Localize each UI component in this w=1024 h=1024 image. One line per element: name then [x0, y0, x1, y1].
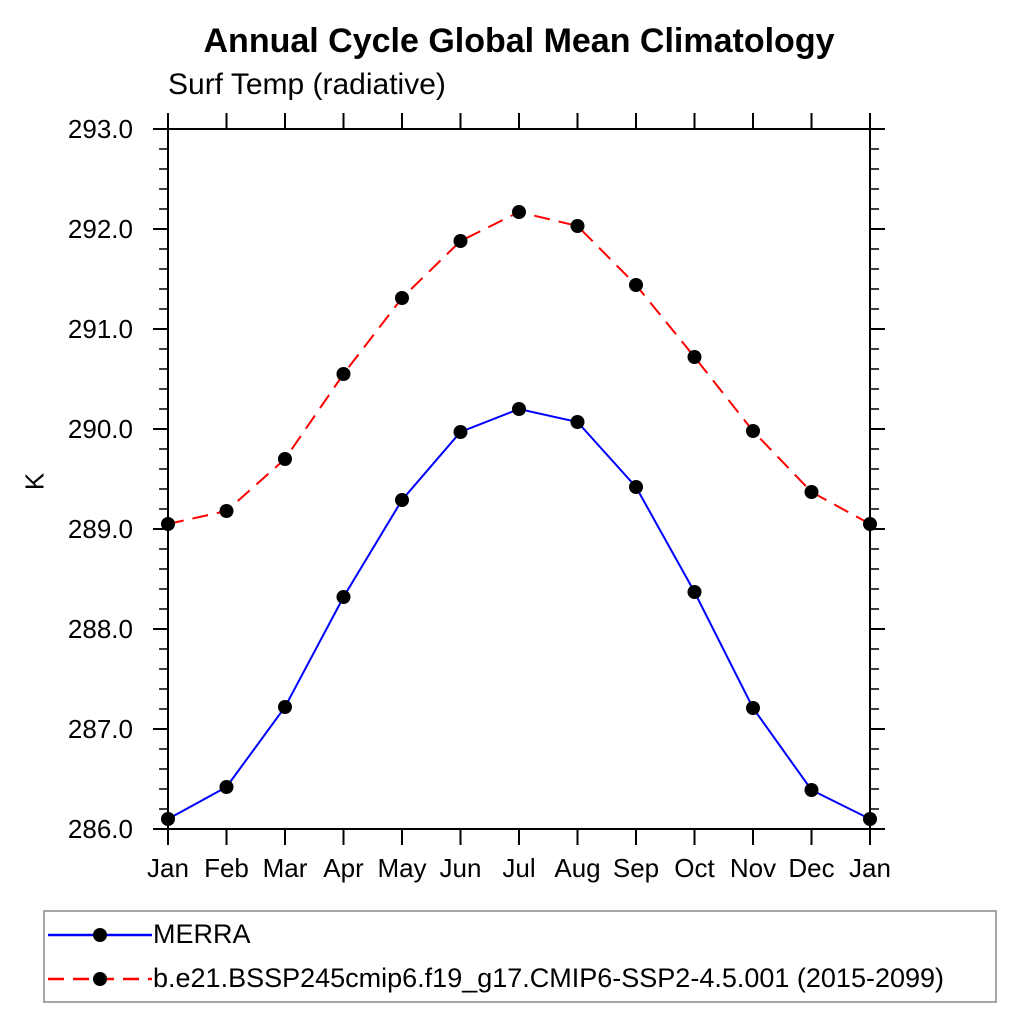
legend-label-model: b.e21.BSSP245cmip6.f19_g17.CMIP6-SSP2-4.…	[153, 963, 945, 993]
data-point-marker	[863, 812, 877, 826]
y-tick-label: 292.0	[68, 214, 133, 244]
x-tick-label: Sep	[613, 853, 659, 883]
series-line-0	[167, 407, 871, 820]
x-tick-label: Feb	[204, 853, 249, 883]
data-point-marker	[570, 219, 585, 233]
y-tick-label: 288.0	[68, 614, 133, 644]
x-tick-label: Jan	[147, 853, 189, 883]
series-markers-0	[161, 402, 877, 826]
y-tick-label: 290.0	[68, 414, 133, 444]
x-tick-label: Oct	[674, 853, 715, 883]
data-point-marker	[863, 517, 877, 531]
y-tick-label: 293.0	[68, 114, 133, 144]
data-point-marker	[336, 367, 351, 381]
series-markers-1	[161, 205, 877, 531]
x-axis: Jan Feb Mar Apr May Jun Jul Aug Sep Oct Nov Dec Jan	[147, 113, 891, 883]
legend-label-merra: MERRA	[153, 919, 251, 949]
data-point-marker	[570, 415, 585, 429]
series-line-1	[167, 210, 871, 525]
data-point-marker	[395, 493, 409, 507]
x-tick-label: Nov	[730, 853, 776, 883]
legend-marker-sample	[93, 927, 107, 942]
x-tick-label: Jun	[440, 853, 482, 883]
data-point-marker	[161, 812, 175, 826]
data-point-marker	[278, 452, 292, 466]
data-point-marker	[512, 205, 526, 219]
y-tick-label: 287.0	[68, 714, 133, 744]
data-point-marker	[453, 425, 468, 439]
data-point-marker	[629, 278, 643, 292]
legend-sample-merra-line	[48, 927, 152, 942]
data-point-marker	[804, 783, 819, 797]
data-point-marker	[512, 402, 526, 416]
chart-title: Annual Cycle Global Mean Climatology	[203, 22, 835, 60]
data-point-marker	[219, 504, 234, 518]
legend-item-merra: MERRA	[45, 913, 995, 957]
data-point-marker	[746, 701, 760, 715]
data-point-marker	[746, 424, 760, 438]
y-tick-label: 289.0	[68, 514, 133, 544]
data-point-marker	[687, 350, 702, 364]
x-tick-label: Aug	[554, 853, 600, 883]
chart-subtitle: Surf Temp (radiative)	[168, 68, 446, 101]
x-tick-label: Jan	[849, 853, 891, 883]
legend-marker-sample	[93, 971, 107, 986]
y-tick-label: 291.0	[68, 314, 133, 344]
legend-item-model: b.e21.BSSP245cmip6.f19_g17.CMIP6-SSP2-4.…	[45, 957, 995, 1001]
x-tick-label: Jul	[502, 853, 535, 883]
x-tick-label: May	[377, 853, 426, 883]
data-point-marker	[219, 780, 234, 794]
y-tick-label: 286.0	[68, 814, 133, 844]
data-point-marker	[395, 291, 409, 305]
legend-box: MERRA b.e21.BSSP245cmip6.f19_g17.CMIP6-S…	[43, 910, 997, 1003]
data-point-marker	[336, 590, 351, 604]
x-tick-label: Apr	[323, 853, 364, 883]
data-point-marker	[629, 480, 643, 494]
data-point-marker	[687, 585, 702, 599]
data-point-marker	[161, 517, 175, 531]
data-point-marker	[278, 700, 292, 714]
data-point-marker	[804, 485, 819, 499]
x-tick-label: Mar	[263, 853, 308, 883]
y-axis: 286.0 287.0 288.0 289.0 290.0 291.0 292.0 293.0	[68, 114, 885, 844]
x-tick-label: Dec	[788, 853, 834, 883]
data-point-marker	[453, 234, 468, 248]
legend-sample-model-line	[48, 971, 152, 986]
